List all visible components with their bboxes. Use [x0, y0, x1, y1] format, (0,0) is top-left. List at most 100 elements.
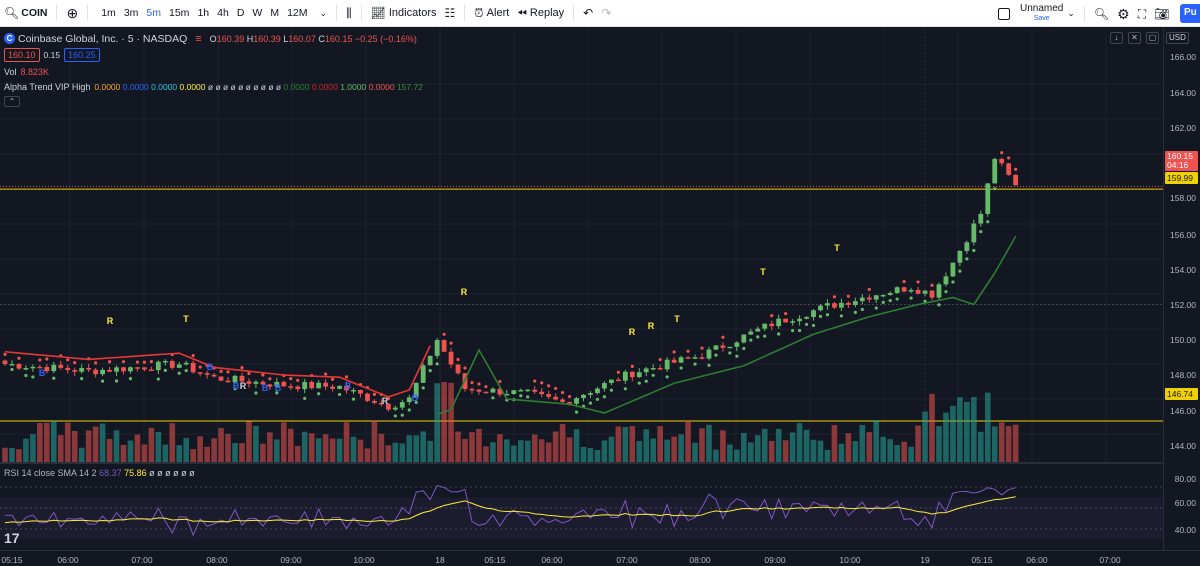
candle: [497, 388, 503, 395]
candles: [2, 151, 1019, 418]
quick-search-button[interactable]: 🔍︎: [1090, 0, 1113, 27]
maximize-button[interactable]: ▢: [1146, 32, 1159, 44]
timeframe-m[interactable]: M: [270, 7, 280, 19]
volume-bar: [155, 432, 162, 462]
trend-dot: [630, 364, 634, 368]
volume-value: 8.823K: [20, 66, 50, 77]
compare-button[interactable]: ⊕: [62, 0, 82, 27]
timeframe-d[interactable]: D: [236, 7, 245, 19]
volume-bar: [761, 428, 768, 462]
timeframe-3m[interactable]: 3m: [123, 7, 139, 19]
candle: [469, 388, 475, 391]
timeframe-dropdown[interactable]: ⌄: [316, 0, 332, 27]
candle: [128, 367, 133, 372]
candle: [685, 357, 691, 359]
candle: [218, 376, 224, 381]
candle: [936, 284, 942, 298]
candle: [2, 360, 8, 365]
timeframe-1h[interactable]: 1h: [197, 7, 210, 19]
trend-dot: [623, 387, 627, 391]
rsi-name[interactable]: RSI 14 close SMA 14 2: [4, 468, 97, 478]
timeframe-15m[interactable]: 15m: [169, 7, 190, 19]
settings-button[interactable]: ⚙: [1113, 0, 1134, 27]
time-axis[interactable]: 05:15 06:00 07:00 08:00 09:00 10:00 18 05:15 06:…: [0, 550, 1200, 566]
trend-dot: [547, 384, 551, 388]
timeframe-1m[interactable]: 1m: [101, 7, 116, 19]
high-value: 160.39: [253, 33, 281, 44]
snapshot-button[interactable]: 📷︎: [1150, 0, 1173, 27]
timeframe-w[interactable]: W: [252, 7, 263, 19]
trend-dot: [609, 388, 613, 392]
rsi-pane[interactable]: RSI 14 close SMA 14 2 68.37 75.86 ø ø ø …: [0, 464, 1163, 550]
right-toolbar: Unnamed Save ⌄ 🔍︎ ⚙ ⛶ 📷︎: [994, 0, 1173, 27]
alert-button[interactable]: ⏰︎ Alert: [470, 0, 513, 27]
trend-dot: [644, 379, 648, 383]
volume-bar: [566, 437, 573, 462]
symbol-search[interactable]: 🔍︎ COIN: [0, 0, 51, 27]
candle: [678, 357, 684, 363]
candle: [650, 368, 656, 370]
templates-button[interactable]: ☷: [441, 0, 460, 27]
undo-button[interactable]: ↶: [579, 0, 597, 27]
publish-button[interactable]: Pu: [1180, 4, 1200, 23]
redo-button[interactable]: ↷: [597, 0, 615, 27]
pane-separator[interactable]: [0, 462, 1200, 464]
trend-dot: [811, 323, 816, 328]
trend-dot: [240, 366, 244, 370]
candle: [107, 369, 112, 372]
volume-bar: [1005, 426, 1012, 462]
legend-menu-icon[interactable]: ≡: [195, 32, 202, 45]
price-label: 150.00: [1170, 335, 1196, 345]
trend-dot: [721, 335, 725, 339]
candle: [44, 366, 50, 372]
volume-bar: [385, 445, 392, 462]
fullscreen-button[interactable]: ⛶: [1134, 0, 1150, 27]
volume-bar: [441, 382, 447, 462]
signal-buy: B: [344, 381, 352, 391]
layout-button[interactable]: Unnamed Save ⌄: [994, 0, 1079, 27]
replay-button[interactable]: ⏪︎ Replay: [513, 0, 568, 27]
candle: [776, 318, 782, 327]
volume-bar: [2, 447, 8, 462]
volume-bar: [782, 440, 789, 462]
price-chart[interactable]: C Coinbase Global, Inc. · 5 · NASDAQ ≡ O…: [0, 28, 1163, 462]
collapse-legend-button[interactable]: ⌃: [4, 96, 20, 107]
timeframe-4h[interactable]: 4h: [217, 7, 229, 19]
indicator-name[interactable]: Alpha Trend VIP High: [4, 81, 91, 92]
volume-bar: [448, 382, 454, 462]
bid-price[interactable]: 160.10: [4, 47, 40, 62]
price-axis[interactable]: 166.00 164.00 162.00 158.00 156.00 154.00 152.…: [1163, 28, 1200, 550]
volume-bar: [580, 446, 587, 462]
trend-dot: [986, 220, 990, 224]
candle: [992, 158, 998, 184]
candle: [483, 391, 489, 394]
volume-bar: [678, 434, 684, 462]
volume-bar: [253, 425, 259, 462]
trend-dot: [107, 360, 112, 364]
collapse-button[interactable]: ✕: [1128, 32, 1141, 44]
ask-price[interactable]: 160.25: [64, 47, 100, 62]
volume-bar: [524, 440, 531, 462]
divider: [573, 5, 575, 21]
candle: [950, 262, 956, 277]
volume-bar: [204, 446, 210, 462]
volume-bar: [350, 436, 357, 462]
volume-bar: [552, 431, 559, 462]
volume-bar: [971, 397, 977, 462]
timeframe-5m[interactable]: 5m: [146, 7, 161, 19]
volume-bar: [329, 438, 336, 462]
trend-dot: [351, 397, 356, 401]
bid-ask-row: 160.10 0.15 160.25: [4, 47, 423, 62]
chart-type-button[interactable]: ⫼: [342, 0, 356, 27]
timeframe-12m[interactable]: 12M: [287, 7, 308, 19]
volume-bar: [866, 432, 873, 462]
signal-take: T: [183, 314, 189, 324]
legend-title[interactable]: Coinbase Global, Inc. · 5 · NASDAQ: [18, 32, 188, 45]
scroll-down-button[interactable]: ↓: [1110, 32, 1123, 44]
tradingview-logo-icon[interactable]: 17: [4, 530, 20, 546]
trend-dot: [818, 314, 823, 318]
indicators-button[interactable]: 📈︎ Indicators: [367, 0, 441, 27]
candle: [260, 381, 266, 385]
candle: [511, 390, 517, 395]
currency-button[interactable]: USD: [1166, 32, 1189, 44]
